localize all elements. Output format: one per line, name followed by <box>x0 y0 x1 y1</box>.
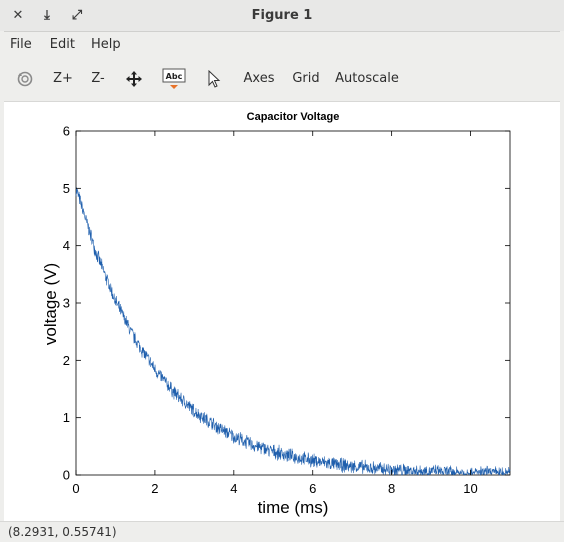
y-tick-label: 0 <box>63 468 70 483</box>
status-bar: (8.2931, 0.55741) <box>0 521 564 542</box>
autoscale-button[interactable]: Autoscale <box>335 71 399 86</box>
y-tick-label: 6 <box>63 124 70 139</box>
series-group <box>75 187 511 477</box>
x-tick-label: 6 <box>309 481 316 496</box>
series-line <box>75 187 511 477</box>
pointer-icon-glyph <box>208 69 221 88</box>
pan-icon[interactable] <box>123 56 145 101</box>
rotate-icon-glyph <box>17 71 33 86</box>
x-tick-label: 4 <box>230 481 237 496</box>
pointer-icon[interactable] <box>204 56 224 101</box>
window-border-left <box>0 31 4 542</box>
text-tool-glyph: Abc <box>162 68 186 89</box>
window-title: Figure 1 <box>251 8 313 23</box>
zoom-out-button[interactable]: Z- <box>91 71 105 86</box>
x-tick-label: 0 <box>72 481 79 496</box>
window-titlebar: ✕ ⤓ ⤢ Figure 1 <box>0 0 564 32</box>
y-tick-label: 1 <box>63 410 70 425</box>
plot-frame <box>75 130 511 476</box>
chart-svg[interactable]: Capacitor Voltage 0 2 4 6 8 10 0 1 2 3 4 5 6 time (m… <box>4 102 560 520</box>
axes-button[interactable]: Axes <box>243 71 275 86</box>
x-tick-label: 10 <box>463 481 477 496</box>
text-tool-label: Abc <box>166 72 183 81</box>
axes <box>75 130 511 476</box>
menu-help[interactable]: Help <box>90 36 121 52</box>
menu-file[interactable]: File <box>10 36 32 52</box>
menu-edit[interactable]: Edit <box>49 36 75 52</box>
y-axis-label: voltage (V) <box>41 263 60 345</box>
rotate-icon[interactable] <box>14 56 36 101</box>
x-axis-label: time (ms) <box>258 498 329 517</box>
figure-canvas[interactable]: Capacitor Voltage 0 2 4 6 8 10 0 1 2 3 4 5 6 time (m… <box>4 102 560 520</box>
x-tick-label: 8 <box>388 481 395 496</box>
grid-button[interactable]: Grid <box>292 71 320 86</box>
close-icon[interactable]: ✕ <box>12 8 24 23</box>
text-tool-icon[interactable]: Abc <box>161 56 187 101</box>
cursor-coordinates: (8.2931, 0.55741) <box>8 525 117 539</box>
y-tick-label: 4 <box>63 238 70 253</box>
minimize-icon[interactable]: ⤓ <box>44 8 50 23</box>
toolbar: Z+ Z- Abc Axes Grid Autoscale <box>0 56 564 102</box>
zoom-in-button[interactable]: Z+ <box>53 71 73 86</box>
menu-bar: File Edit Help <box>0 32 564 56</box>
y-tick-label: 3 <box>63 296 70 311</box>
maximize-icon[interactable]: ⤢ <box>71 8 83 23</box>
window-border-right <box>560 31 564 542</box>
x-tick-label: 2 <box>151 481 158 496</box>
y-tick-label: 5 <box>63 181 70 196</box>
chart-title: Capacitor Voltage <box>247 111 340 123</box>
y-tick-label: 2 <box>63 353 70 368</box>
ticks: 0 2 4 6 8 10 0 1 2 3 4 5 6 <box>63 124 510 496</box>
pan-icon-glyph <box>126 70 142 87</box>
